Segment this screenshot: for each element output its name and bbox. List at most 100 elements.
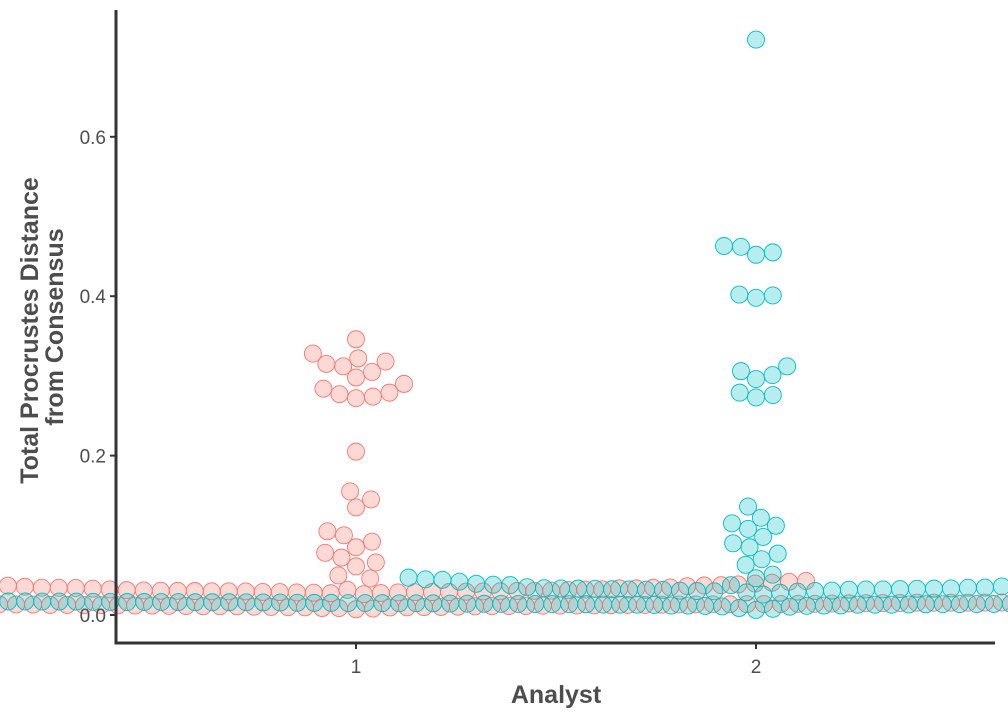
data-point: [50, 592, 69, 611]
data-point: [715, 237, 733, 255]
data-point: [916, 595, 935, 614]
data-point: [747, 370, 765, 389]
data-point: [339, 594, 358, 612]
y-ticks: 0.0 0.2 0.4 0.6: [80, 128, 116, 627]
data-point: [395, 374, 413, 393]
data-point: [569, 579, 587, 598]
x-axis-title: Analyst: [511, 681, 602, 709]
data-point: [0, 592, 18, 611]
data-point: [739, 519, 758, 538]
data-point: [362, 490, 380, 509]
data-point: [865, 595, 884, 614]
data-point: [736, 555, 755, 574]
data-point: [318, 522, 337, 541]
data-point: [763, 286, 782, 305]
data-point: [763, 386, 782, 404]
data-point: [305, 593, 324, 612]
data-point: [169, 593, 188, 612]
data-point: [186, 593, 205, 612]
data-point: [347, 389, 365, 408]
data-point: [763, 565, 782, 584]
data-point: [535, 579, 553, 598]
data-point: [724, 534, 743, 553]
data-point: [722, 576, 740, 595]
data-point: [740, 538, 759, 557]
data-point: [766, 516, 785, 535]
data-point: [347, 442, 365, 461]
data-point: [458, 594, 477, 613]
data-point: [984, 594, 1003, 613]
y-tick-label: 0.6: [80, 128, 106, 149]
data-point: [526, 595, 545, 614]
data-point: [882, 595, 901, 614]
data-point: [334, 357, 353, 376]
y-axis-title-line-1: Total Procrustes Distance: [16, 177, 44, 484]
data-point: [778, 357, 797, 376]
data-point: [730, 383, 749, 402]
data-point: [586, 579, 604, 598]
data-point: [322, 593, 341, 612]
data-point: [363, 387, 382, 406]
data-point: [840, 580, 858, 599]
data-point: [518, 578, 537, 597]
data-point: [347, 498, 365, 517]
data-point: [552, 579, 570, 598]
data-point: [732, 362, 750, 381]
data-point: [0, 595, 9, 614]
data-point: [356, 594, 375, 612]
data-point: [441, 594, 460, 613]
data-point: [628, 595, 647, 614]
data-point: [376, 352, 395, 371]
data-point: [763, 366, 782, 385]
data-point: [203, 593, 222, 612]
data-point: [361, 569, 380, 588]
data-point: [730, 599, 749, 617]
data-point: [662, 596, 681, 615]
data-point: [942, 579, 960, 598]
data-point: [754, 585, 773, 604]
data-point: [739, 497, 758, 516]
data-point: [467, 574, 486, 593]
data-point: [332, 548, 351, 567]
data-point: [950, 595, 969, 614]
data-point: [347, 538, 365, 557]
data-point: [424, 594, 443, 613]
data-point: [33, 592, 52, 611]
data-point: [823, 581, 841, 600]
data-point: [992, 577, 1008, 596]
data-point: [806, 581, 824, 600]
y-axis-title: Total Procrustes Distance from Consensus: [16, 170, 69, 484]
data-point: [752, 550, 771, 569]
data-point: [349, 349, 368, 368]
data-point: [594, 595, 613, 614]
data-point: [975, 578, 994, 597]
data-point: [763, 243, 782, 262]
data-point: [620, 580, 638, 599]
data-point: [831, 596, 850, 615]
data-point: [696, 596, 715, 615]
data-point: [347, 557, 365, 576]
data-point: [747, 245, 765, 264]
data-point: [501, 576, 520, 594]
data-point: [363, 362, 382, 381]
data-point: [303, 344, 322, 363]
data-point: [908, 579, 926, 598]
data-point: [713, 597, 732, 616]
data-point: [475, 594, 494, 613]
data-point: [330, 385, 349, 404]
data-point: [118, 593, 137, 611]
data-point: [288, 593, 307, 612]
data-point: [254, 593, 273, 612]
data-point: [329, 566, 348, 585]
data-point: [764, 599, 782, 618]
data-point: [237, 593, 256, 612]
data-point: [380, 383, 399, 402]
data-point: [347, 330, 365, 349]
data-point: [316, 543, 335, 562]
data-point: [543, 595, 562, 614]
data-point: [220, 593, 239, 612]
data-point: [723, 514, 741, 533]
data-point: [747, 388, 765, 407]
data-point: [271, 593, 290, 612]
